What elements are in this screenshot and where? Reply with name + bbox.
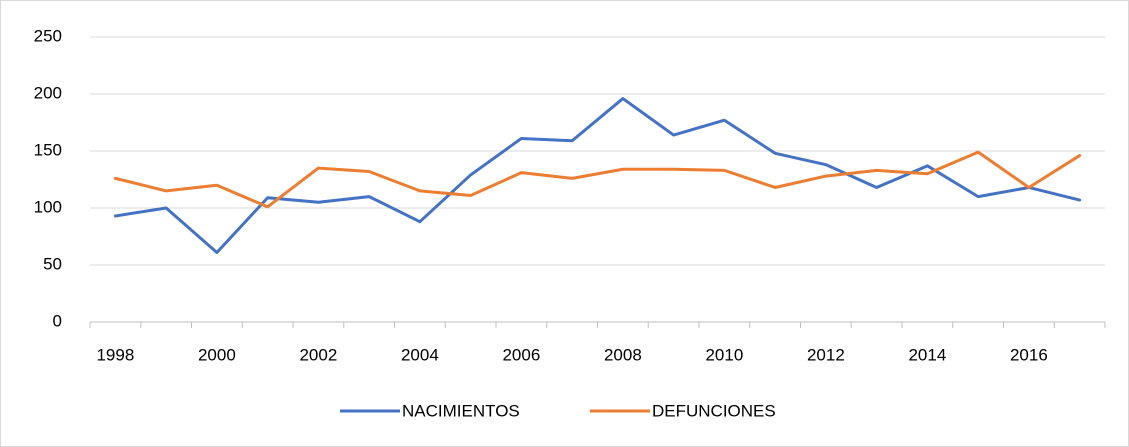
x-tick-label: 2002 bbox=[299, 345, 337, 364]
y-tick-label: 100 bbox=[34, 197, 62, 216]
legend-label: DEFUNCIONES bbox=[652, 401, 776, 420]
y-tick-label: 0 bbox=[53, 311, 62, 330]
x-tick-label: 2010 bbox=[705, 345, 743, 364]
x-tick-label: 2000 bbox=[198, 345, 236, 364]
x-tick-label: 2014 bbox=[908, 345, 946, 364]
y-tick-label: 200 bbox=[34, 83, 62, 102]
y-tick-label: 50 bbox=[43, 254, 62, 273]
x-tick-label: 1998 bbox=[96, 345, 134, 364]
x-tick-label: 2006 bbox=[502, 345, 540, 364]
legend-label: NACIMIENTOS bbox=[402, 401, 520, 420]
x-tick-label: 2012 bbox=[807, 345, 845, 364]
x-tick-label: 2008 bbox=[604, 345, 642, 364]
line-series bbox=[113, 150, 1082, 209]
y-tick-label: 150 bbox=[34, 140, 62, 159]
x-tick-label: 2016 bbox=[1010, 345, 1048, 364]
y-tick-label: 250 bbox=[34, 26, 62, 45]
x-tick-label: 2004 bbox=[401, 345, 439, 364]
line-series bbox=[113, 97, 1082, 254]
